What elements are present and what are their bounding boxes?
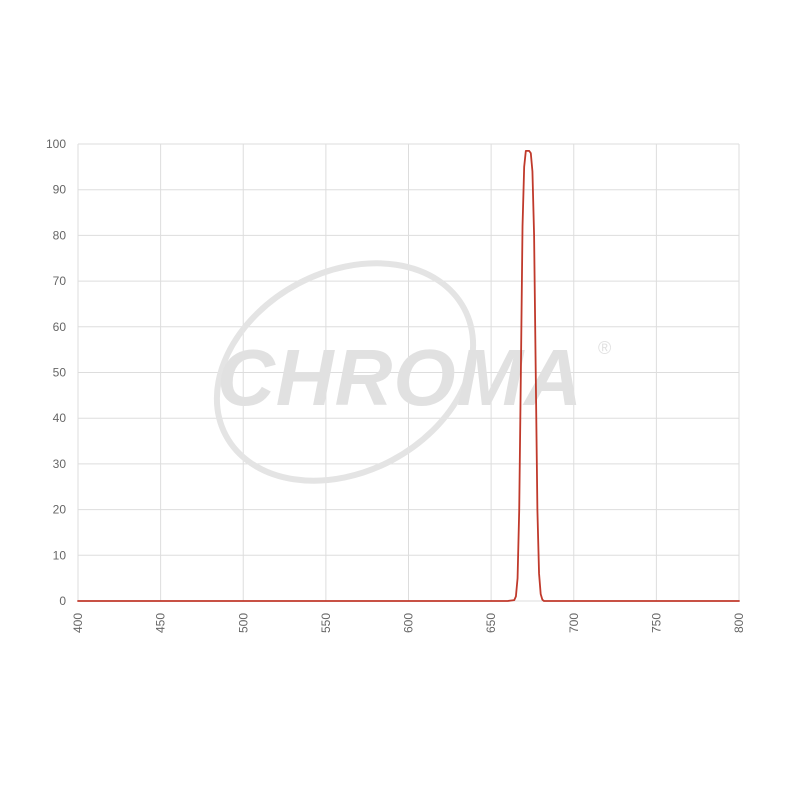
transmission-series-line — [77, 149, 740, 602]
x-tick-label: 400 — [71, 613, 85, 633]
x-tick-label: 750 — [649, 613, 663, 633]
axis-tick-labels: 0 10 20 30 40 50 60 70 80 90 100 400 450 500 550 600 650… — [46, 137, 746, 633]
x-tick-label: 600 — [402, 613, 416, 633]
watermark-brand-text: CHROMA — [217, 333, 583, 422]
y-tick-label: 0 — [59, 594, 66, 608]
y-tick-label: 90 — [53, 183, 67, 197]
x-tick-label: 700 — [567, 613, 581, 633]
x-tick-label: 800 — [732, 613, 746, 633]
grid — [77, 143, 740, 602]
x-tick-label: 650 — [484, 613, 498, 633]
x-tick-label: 500 — [236, 613, 250, 633]
x-tick-label: 550 — [319, 613, 333, 633]
y-tick-label: 20 — [53, 503, 67, 517]
y-tick-label: 50 — [53, 366, 67, 380]
watermark-registered-mark: ® — [598, 338, 611, 358]
y-tick-label: 70 — [53, 274, 67, 288]
y-tick-label: 100 — [46, 137, 66, 151]
y-tick-label: 30 — [53, 457, 67, 471]
watermark-swoosh-ellipse — [213, 260, 477, 484]
y-tick-label: 40 — [53, 411, 67, 425]
y-tick-label: 60 — [53, 320, 67, 334]
y-tick-label: 10 — [53, 548, 67, 562]
x-tick-label: 450 — [154, 613, 168, 633]
y-tick-label: 80 — [53, 228, 67, 242]
series-layer — [77, 149, 740, 602]
